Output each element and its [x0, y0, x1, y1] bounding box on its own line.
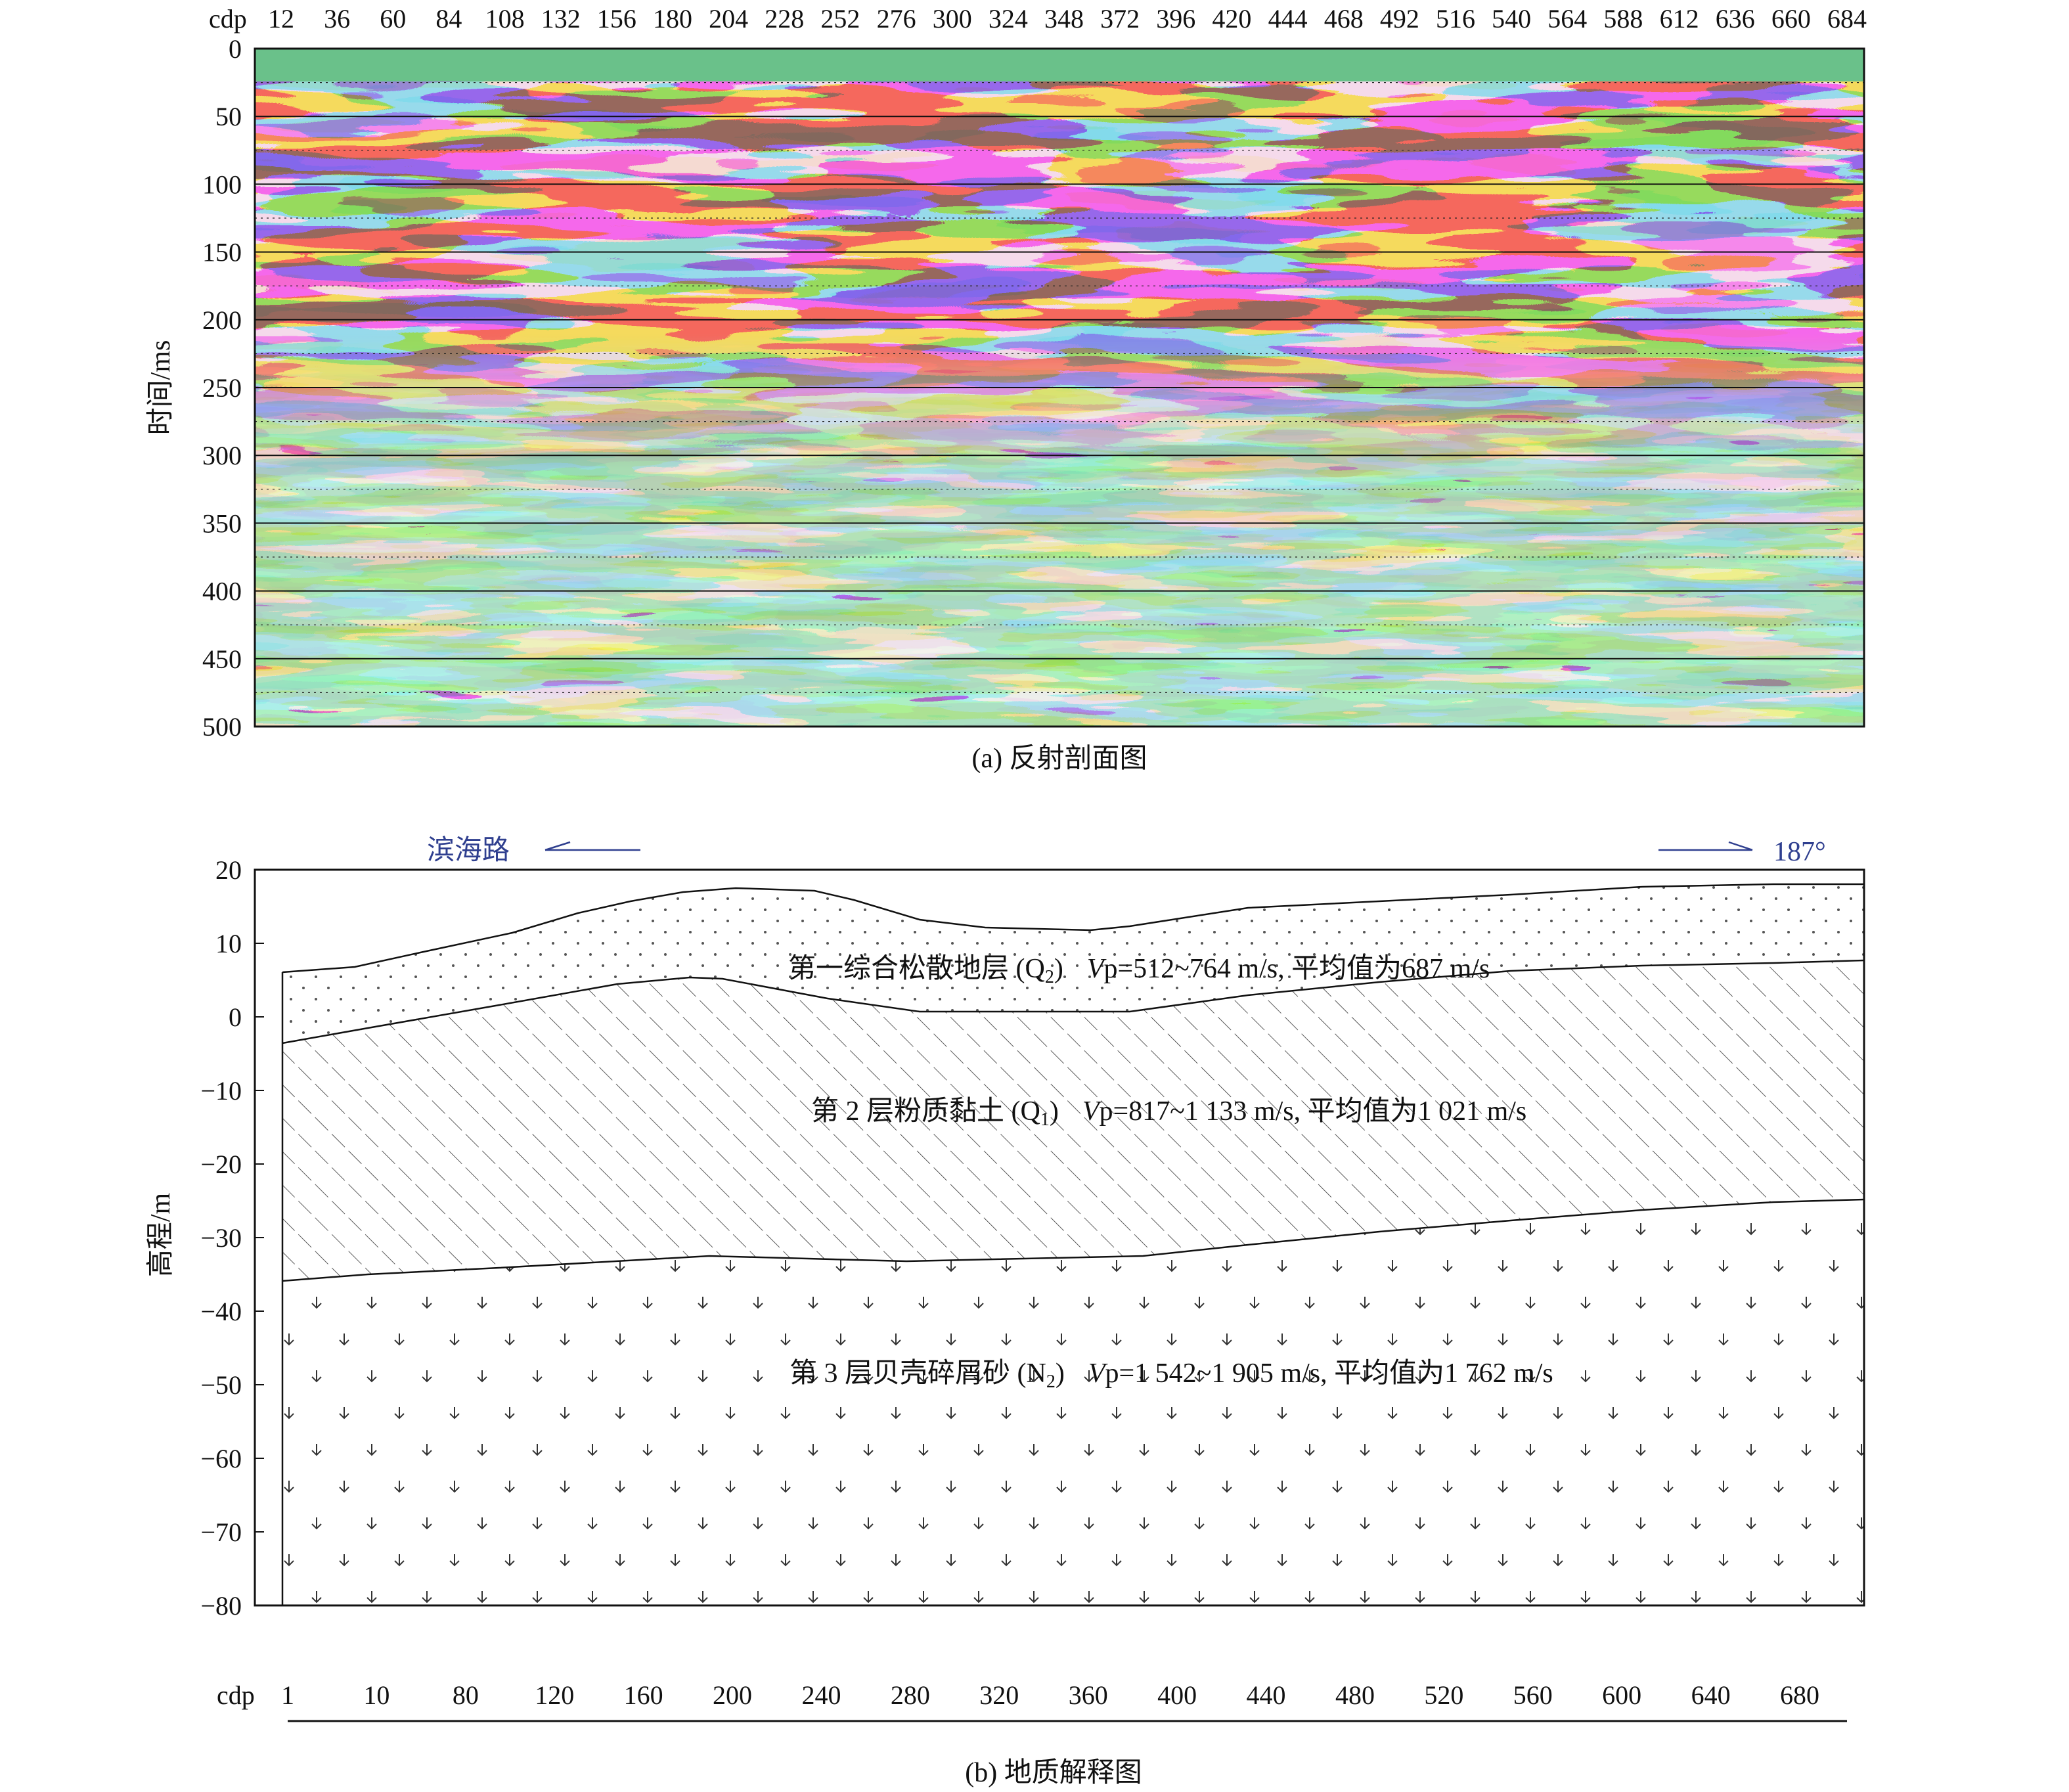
seismic-section-panel: cdp 12 36 60 84 108 132 156 180 204 228 252 276 300 3…	[146, 4, 1867, 774]
caption-b: (b) 地质解释图	[965, 1758, 1142, 1788]
cdp-tick-label-b: 360	[1069, 1680, 1108, 1710]
cdp-tick-label-b: 640	[1691, 1680, 1731, 1710]
cdp-tick-label: 276	[877, 4, 916, 34]
x-axis-prefix-cdp-b: cdp	[217, 1680, 255, 1710]
cdp-tick-label-b: 600	[1602, 1680, 1641, 1710]
time-tick-label: 0	[229, 34, 242, 64]
time-tick-label: 450	[202, 644, 242, 674]
y-axis-label-time: 时间/ms	[146, 340, 176, 436]
direction-label-right: 187°	[1773, 837, 1826, 867]
time-tick-label: 250	[202, 373, 242, 403]
time-tick-label: 150	[202, 238, 242, 267]
y-axis-label-elevation: 高程/m	[146, 1193, 176, 1278]
seismic-image-deep-texture	[255, 79, 1864, 727]
cdp-tick-label-b: 1	[281, 1680, 294, 1710]
direction-label-left: 滨海路	[427, 836, 510, 866]
cdp-tick-label: 588	[1603, 4, 1643, 34]
layer2-label: 第 2 层粉质黏土 (Q1) Vp=817~1 133 m/s, 平均值为1 02…	[811, 1096, 1526, 1130]
arrow-right-icon	[1658, 841, 1753, 851]
cdp-tick-label: 636	[1716, 4, 1755, 34]
layer1-label: 第一综合松散地层 (Q2) Vp=512~764 m/s, 平均值为687 m/s	[788, 953, 1490, 987]
cdp-tick-label: 516	[1436, 4, 1475, 34]
cdp-tick-label-b: 200	[713, 1680, 752, 1710]
layer3-label: 第 3 层贝壳碎屑砂 (N2) Vp=1 542~1 905 m/s, 平均值为1…	[790, 1358, 1553, 1392]
elevation-tick-label: −10	[200, 1076, 242, 1106]
cdp-tick-label: 468	[1324, 4, 1364, 34]
cdp-tick-label-b: 10	[363, 1680, 389, 1710]
layer3-shell-sand	[282, 1199, 1864, 1605]
cdp-tick-label-b: 240	[801, 1680, 841, 1710]
time-tick-labels: 0 50 100 150 200 250 300 350 400 450 500	[202, 34, 242, 742]
cdp-tick-label: 204	[709, 4, 748, 34]
cdp-tick-label-b: 440	[1247, 1680, 1286, 1710]
elevation-tick-label: 0	[229, 1002, 242, 1032]
cdp-tick-label-b: 80	[453, 1680, 479, 1710]
cdp-tick-label: 396	[1156, 4, 1195, 34]
geologic-interpretation-panel: 20 10 0 −10 −20 −30 −40 −50 −60 −70 −80 高程/m 滨海路 1…	[146, 836, 1865, 1788]
cdp-tick-label: 348	[1044, 4, 1084, 34]
elevation-tick-label: −50	[200, 1370, 242, 1400]
time-tick-label: 400	[202, 577, 242, 606]
time-tick-label: 300	[202, 441, 242, 470]
cdp-tick-label: 420	[1212, 4, 1251, 34]
cdp-tick-label-b: 120	[535, 1680, 574, 1710]
cdp-tick-label-b: 160	[624, 1680, 663, 1710]
elevation-tick-label: −70	[200, 1517, 242, 1547]
layer1-loose-deposits	[282, 884, 1864, 1043]
cdp-tick-label: 180	[653, 4, 692, 34]
cdp-tick-label: 492	[1380, 4, 1419, 34]
x-axis-prefix-cdp: cdp	[209, 4, 247, 34]
cdp-tick-label: 372	[1100, 4, 1140, 34]
time-tick-label: 50	[215, 102, 242, 131]
cdp-tick-label: 564	[1547, 4, 1587, 34]
elevation-tick-labels: 20 10 0 −10 −20 −30 −40 −50 −60 −70 −80	[200, 855, 264, 1621]
cdp-tick-label: 60	[380, 4, 406, 34]
cdp-tick-label: 36	[324, 4, 350, 34]
cdp-tick-label: 612	[1660, 4, 1699, 34]
seismic-frame	[254, 47, 1865, 728]
cdp-tick-label-b: 280	[891, 1680, 930, 1710]
time-gridlines	[255, 81, 1864, 694]
cdp-tick-label-b: 520	[1424, 1680, 1463, 1710]
cdp-tick-label-b: 480	[1335, 1680, 1375, 1710]
cdp-tick-label: 252	[820, 4, 860, 34]
time-tick-label: 100	[202, 169, 242, 199]
seismic-top-band	[255, 49, 1864, 81]
cdp-tick-label: 156	[597, 4, 636, 34]
cdp-tick-label: 108	[485, 4, 525, 34]
cdp-tick-labels: 12 36 60 84 108 132 156 180 204 228 252 276 300 324 34…	[268, 4, 1867, 34]
cdp-tick-label: 300	[933, 4, 972, 34]
cdp-tick-label-b: 560	[1513, 1680, 1553, 1710]
elevation-tick-label: −40	[200, 1297, 242, 1326]
caption-a: (a) 反射剖面图	[971, 744, 1147, 774]
cdp-tick-label: 84	[435, 4, 462, 34]
cdp-tick-label: 540	[1492, 4, 1531, 34]
cdp-tick-label-b: 680	[1780, 1680, 1819, 1710]
elevation-tick-label: −20	[200, 1150, 242, 1179]
time-tick-label: 200	[202, 305, 242, 335]
arrow-left-icon	[545, 841, 640, 851]
ground-surface-line	[282, 883, 1864, 974]
time-tick-label: 500	[202, 712, 242, 742]
cdp-tick-label: 684	[1827, 4, 1867, 34]
cdp-tick-label: 660	[1771, 4, 1811, 34]
cdp-tick-label-b: 320	[979, 1680, 1019, 1710]
cdp-tick-label-b: 400	[1157, 1680, 1197, 1710]
cdp-tick-label: 132	[541, 4, 581, 34]
elevation-tick-label: −30	[200, 1223, 242, 1253]
layer2-silty-clay	[282, 960, 1864, 1281]
layer2-layer3-boundary	[282, 1198, 1865, 1282]
elevation-tick-label: −60	[200, 1444, 242, 1473]
layer1-layer2-boundary	[282, 959, 1865, 1044]
cdp-tick-label: 228	[765, 4, 804, 34]
elevation-tick-label: 10	[215, 929, 242, 958]
elevation-tick-label: 20	[215, 855, 242, 885]
cdp-tick-label: 12	[268, 4, 294, 34]
cdp-tick-label: 324	[989, 4, 1028, 34]
time-tick-label: 350	[202, 508, 242, 538]
cdp-tick-label: 444	[1268, 4, 1308, 34]
cdp-tick-labels-b: 1 10 80 120 160 200 240 280 320 360 400 440 480 520 56…	[281, 1680, 1819, 1710]
elevation-tick-label: −80	[200, 1591, 242, 1621]
